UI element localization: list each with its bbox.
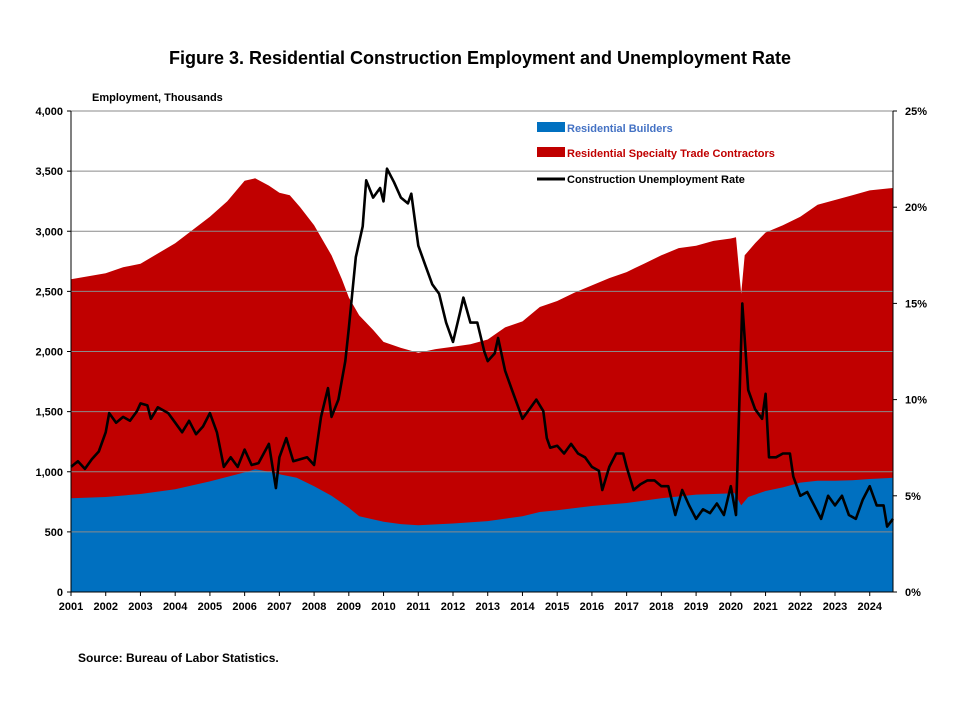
legend-swatch-residential-builders [537,122,565,132]
y-right-tick-label: 15% [905,298,927,310]
x-tick-label: 2008 [302,601,326,613]
y-left-tick-label: 3,500 [35,166,63,178]
legend: Residential Builders Residential Specialt… [537,122,775,186]
x-tick-label: 2015 [545,601,569,613]
x-tick-label: 2016 [580,601,604,613]
x-tick-label: 2003 [128,601,152,613]
x-tick-label: 2011 [406,601,430,613]
y-left-tick-label: 4,000 [35,106,63,118]
x-tick-label: 2001 [59,601,83,613]
x-tick-label: 2018 [649,601,673,613]
x-tick-label: 2021 [753,601,777,613]
x-tick-label: 2010 [371,601,395,613]
y-left-tick-label: 1,500 [35,407,63,419]
line-construction-unemployment-rate [70,167,895,528]
x-tick-label: 2023 [823,601,847,613]
y-left-tick-label: 2,500 [35,286,63,298]
x-tick-label: 2006 [232,601,256,613]
y-right-tick-label: 0% [905,587,921,599]
y-right-tick-label: 25% [905,106,927,118]
y-left-tick-label: 3,000 [35,226,63,238]
axis-ticks: 0 500 1,000 1,500 2,000 2,500 3,000 3,500 4,000 0… [35,106,927,613]
gridlines [71,110,893,533]
source-note: Source: Bureau of Labor Statistics. [78,651,279,665]
x-tick-label: 2002 [93,601,117,613]
x-tick-label: 2024 [857,601,882,613]
y-left-tick-label: 0 [57,587,63,599]
x-tick-label: 2012 [441,601,465,613]
y-right-tick-label: 10% [905,395,927,407]
y-axis-left-label: Employment, Thousands [92,92,223,104]
x-tick-label: 2013 [475,601,499,613]
x-tick-label: 2005 [198,601,222,613]
x-tick-label: 2004 [163,601,188,613]
legend-label-construction-unemployment-rate: Construction Unemployment Rate [567,174,745,186]
y-left-tick-label: 2,000 [35,347,63,359]
x-tick-label: 2022 [788,601,812,613]
legend-swatch-residential-specialty-trade-contractors [537,147,565,157]
y-right-tick-label: 5% [905,491,921,503]
area-series [71,178,893,593]
y-left-tick-label: 500 [45,527,63,539]
x-tick-label: 2019 [684,601,708,613]
chart-title: Figure 3. Residential Construction Emplo… [168,48,792,68]
x-tick-label: 2009 [337,601,361,613]
legend-label-residential-builders: Residential Builders [567,123,673,135]
x-tick-label: 2017 [614,601,638,613]
line-series [70,167,895,528]
y-right-tick-label: 20% [905,202,927,214]
x-tick-label: 2007 [267,601,291,613]
y-left-tick-label: 1,000 [35,467,63,479]
x-tick-label: 2014 [510,601,535,613]
x-tick-label: 2020 [719,601,743,613]
legend-label-residential-specialty-trade-contractors: Residential Specialty Trade Contractors [567,148,775,160]
